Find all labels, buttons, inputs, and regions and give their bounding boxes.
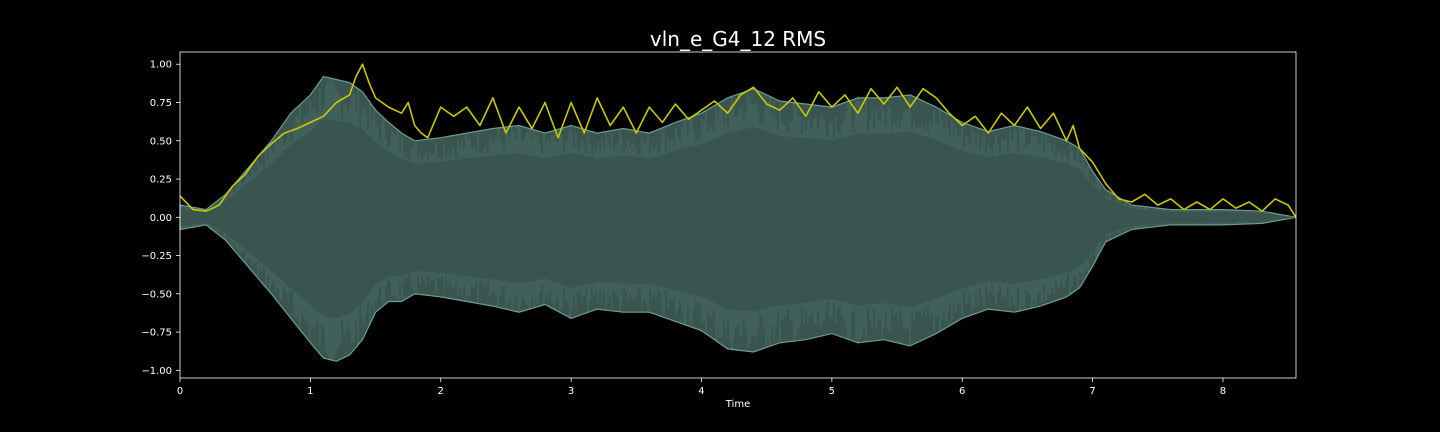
rms-line [179,63,1297,218]
x-tick-label: 6 [959,386,965,397]
x-tick-label: 2 [438,386,444,397]
y-tick-label: −1.00 [141,366,172,377]
x-tick-label: 7 [1089,386,1095,397]
x-axis: 0 1 2 3 4 5 6 7 8 [177,378,1226,397]
chart-title: vln_e_G4_12 RMS [650,27,826,51]
y-tick-label: −0.75 [141,328,172,339]
y-tick-label: −0.50 [141,289,172,300]
x-tick-label: 4 [698,386,704,397]
y-tick-label: 0.00 [150,213,172,224]
x-tick-label: 0 [177,386,183,397]
y-axis: 1.00 0.75 0.50 0.25 0.00 −0.25 −0.50 −0.75 −1.00 [141,60,180,377]
y-tick-label: −0.25 [141,251,172,262]
y-tick-label: 0.75 [150,98,172,109]
x-tick-label: 3 [568,386,574,397]
x-axis-label: Time [725,399,750,410]
x-tick-label: 1 [307,386,313,397]
y-tick-label: 0.50 [150,136,172,147]
y-tick-label: 1.00 [150,60,172,71]
waveform-body [180,118,1296,318]
y-tick-label: 0.25 [150,175,172,186]
x-tick-label: 5 [829,386,835,397]
axes-frame [179,51,1297,379]
plot-area [179,63,1297,362]
x-tick-label: 8 [1220,386,1226,397]
